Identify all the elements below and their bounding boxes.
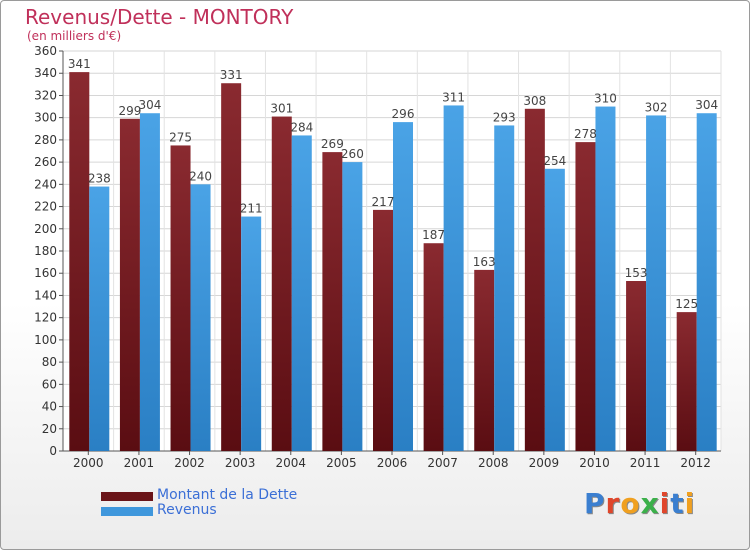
value-label-revenue: 304 — [695, 98, 718, 112]
value-label-debt: 331 — [220, 68, 243, 82]
y-tick-label: 80 — [42, 355, 57, 369]
bar-debt — [221, 83, 242, 451]
value-label-debt: 153 — [625, 266, 648, 280]
y-tick-label: 220 — [34, 200, 57, 214]
x-tick-label: 2011 — [630, 456, 661, 470]
value-label-debt: 308 — [523, 94, 546, 108]
bar-debt — [524, 108, 545, 452]
bar-debt — [373, 209, 393, 451]
x-tick-label: 2009 — [529, 456, 560, 470]
y-tick-label: 320 — [34, 88, 57, 102]
value-label-debt: 278 — [574, 127, 597, 141]
bars — [69, 72, 717, 452]
bar-revenue — [646, 115, 667, 451]
value-label-revenue: 238 — [88, 172, 111, 186]
value-label-debt: 275 — [169, 130, 192, 144]
y-tick-label: 240 — [34, 177, 57, 191]
bar-revenue — [595, 106, 616, 452]
y-tick-label: 20 — [42, 422, 57, 436]
value-label-debt: 269 — [321, 137, 344, 151]
value-label-debt: 187 — [422, 228, 445, 242]
bar-debt — [69, 72, 90, 451]
value-label-debt: 125 — [675, 297, 698, 311]
x-tick-label: 2004 — [275, 456, 306, 470]
value-label-debt: 341 — [68, 57, 91, 71]
y-tick-label: 0 — [49, 444, 57, 458]
value-labels: 3412382993042752403312113012842692602172… — [68, 57, 718, 311]
x-tick-label: 2003 — [225, 456, 256, 470]
x-tick-label: 2008 — [478, 456, 509, 470]
value-label-revenue: 311 — [442, 90, 465, 104]
value-label-revenue: 310 — [594, 92, 617, 106]
y-tick-label: 300 — [34, 111, 57, 125]
bar-revenue — [494, 125, 515, 451]
bar-revenue — [393, 122, 413, 451]
bar-revenue — [190, 184, 211, 452]
y-tick-label: 60 — [42, 377, 57, 391]
value-label-revenue: 304 — [138, 98, 161, 112]
x-tick-label: 2010 — [579, 456, 610, 470]
value-label-debt: 217 — [372, 195, 395, 209]
value-label-revenue: 211 — [240, 202, 263, 216]
x-tick-label: 2002 — [174, 456, 205, 470]
y-tick-label: 160 — [34, 266, 57, 280]
x-tick-label: 2007 — [427, 456, 458, 470]
bar-debt — [626, 281, 647, 451]
value-label-revenue: 260 — [341, 147, 364, 161]
x-tick-label: 2006 — [377, 456, 408, 470]
y-tick-label: 40 — [42, 400, 57, 414]
legend-swatch-debt — [101, 492, 153, 501]
bar-debt — [423, 243, 444, 451]
value-label-debt: 301 — [270, 102, 293, 116]
value-label-revenue: 254 — [543, 154, 566, 168]
legend-swatch-revenue — [101, 507, 153, 516]
bar-revenue — [291, 135, 312, 451]
x-tick-label: 2001 — [124, 456, 155, 470]
bar-debt — [322, 152, 343, 451]
x-tick-label: 2000 — [73, 456, 104, 470]
bar-revenue — [342, 162, 363, 451]
y-tick-label: 140 — [34, 288, 57, 302]
proxiti-logo: Proxiti — [584, 487, 696, 520]
bar-debt — [119, 118, 140, 452]
value-label-revenue: 302 — [645, 100, 668, 114]
bar-debt — [676, 312, 697, 451]
bar-revenue — [241, 216, 262, 451]
bar-debt — [474, 269, 495, 451]
bar-debt — [271, 116, 292, 452]
bar-debt — [575, 142, 596, 451]
y-tick-label: 340 — [34, 66, 57, 80]
value-label-debt: 163 — [473, 255, 496, 269]
value-label-debt: 299 — [118, 104, 141, 118]
legend-label-revenue: Revenus — [157, 502, 217, 518]
y-tick-label: 180 — [34, 244, 57, 258]
x-tick-label: 2012 — [680, 456, 711, 470]
x-tick-label: 2005 — [326, 456, 357, 470]
value-label-revenue: 296 — [392, 107, 415, 121]
y-tick-label: 100 — [34, 333, 57, 347]
value-label-revenue: 240 — [189, 169, 212, 183]
value-label-revenue: 293 — [493, 110, 516, 124]
chart-title: Revenus/Dette - MONTORY — [25, 5, 294, 29]
value-label-revenue: 284 — [290, 120, 313, 134]
chart-subtitle: (en milliers d'€) — [27, 29, 122, 43]
bar-debt — [170, 145, 191, 451]
y-tick-label: 200 — [34, 222, 57, 236]
y-tick-label: 260 — [34, 155, 57, 169]
y-tick-label: 360 — [34, 44, 57, 58]
bar-revenue — [696, 113, 717, 451]
bar-revenue — [443, 105, 464, 451]
bar-revenue — [89, 186, 110, 452]
y-tick-label: 120 — [34, 311, 57, 325]
y-tick-label: 280 — [34, 133, 57, 147]
bar-revenue — [544, 168, 565, 451]
legend-label-debt: Montant de la Dette — [157, 487, 298, 503]
bar-revenue — [139, 113, 160, 451]
